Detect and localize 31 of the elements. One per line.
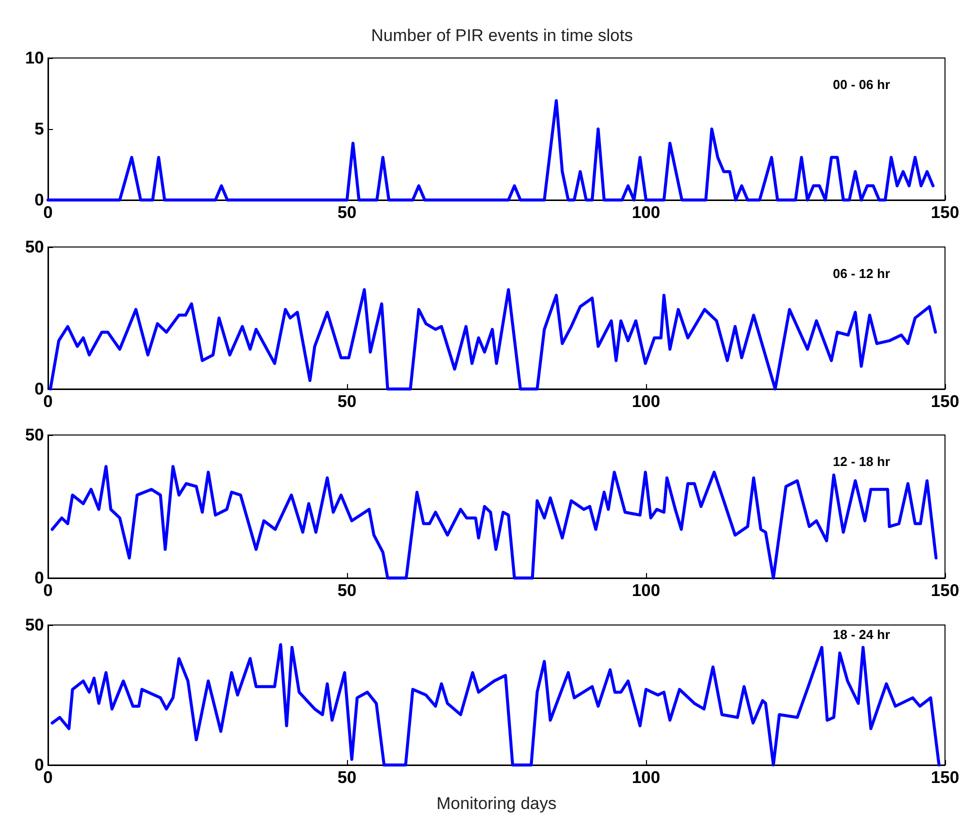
line-series	[50, 464, 938, 580]
y-tick-label: 5	[34, 120, 44, 138]
x-tick-label: 100	[632, 392, 660, 411]
y-tick-label: 50	[25, 238, 44, 256]
x-tick-label: 50	[338, 768, 356, 787]
y-tick-label: 50	[25, 426, 44, 444]
y-tick-label: 0	[34, 380, 44, 398]
x-tick-label: 150	[930, 392, 960, 411]
y-tick-label: 0	[34, 190, 44, 210]
x-tick-label: 150	[930, 581, 960, 600]
y-tick-label: 10	[25, 48, 44, 68]
y-tick-label: 0	[34, 756, 44, 774]
x-tick-label: 150	[930, 203, 960, 222]
y-tick-label: 0	[34, 568, 44, 588]
x-tick-label: 100	[632, 768, 660, 787]
x-tick-label: 50	[338, 392, 356, 411]
line-series	[46, 99, 935, 202]
x-tick-label: 100	[632, 581, 660, 600]
line-series	[48, 288, 937, 390]
annotation: 06 - 12 hr	[832, 266, 890, 281]
annotation: 18 - 24 hr	[832, 627, 890, 642]
chart-title: Number of PIR events in time slots	[371, 26, 633, 45]
x-axis-title: Monitoring days	[436, 794, 557, 813]
x-tick-label: 100	[632, 203, 660, 222]
annotation: 12 - 18 hr	[832, 454, 890, 469]
annotation: 00 - 06 hr	[832, 77, 890, 92]
x-tick-label: 50	[338, 581, 356, 600]
line-series	[50, 643, 941, 766]
x-tick-label: 150	[930, 768, 960, 787]
x-tick-label: 50	[338, 203, 356, 222]
y-tick-label: 50	[25, 616, 44, 634]
